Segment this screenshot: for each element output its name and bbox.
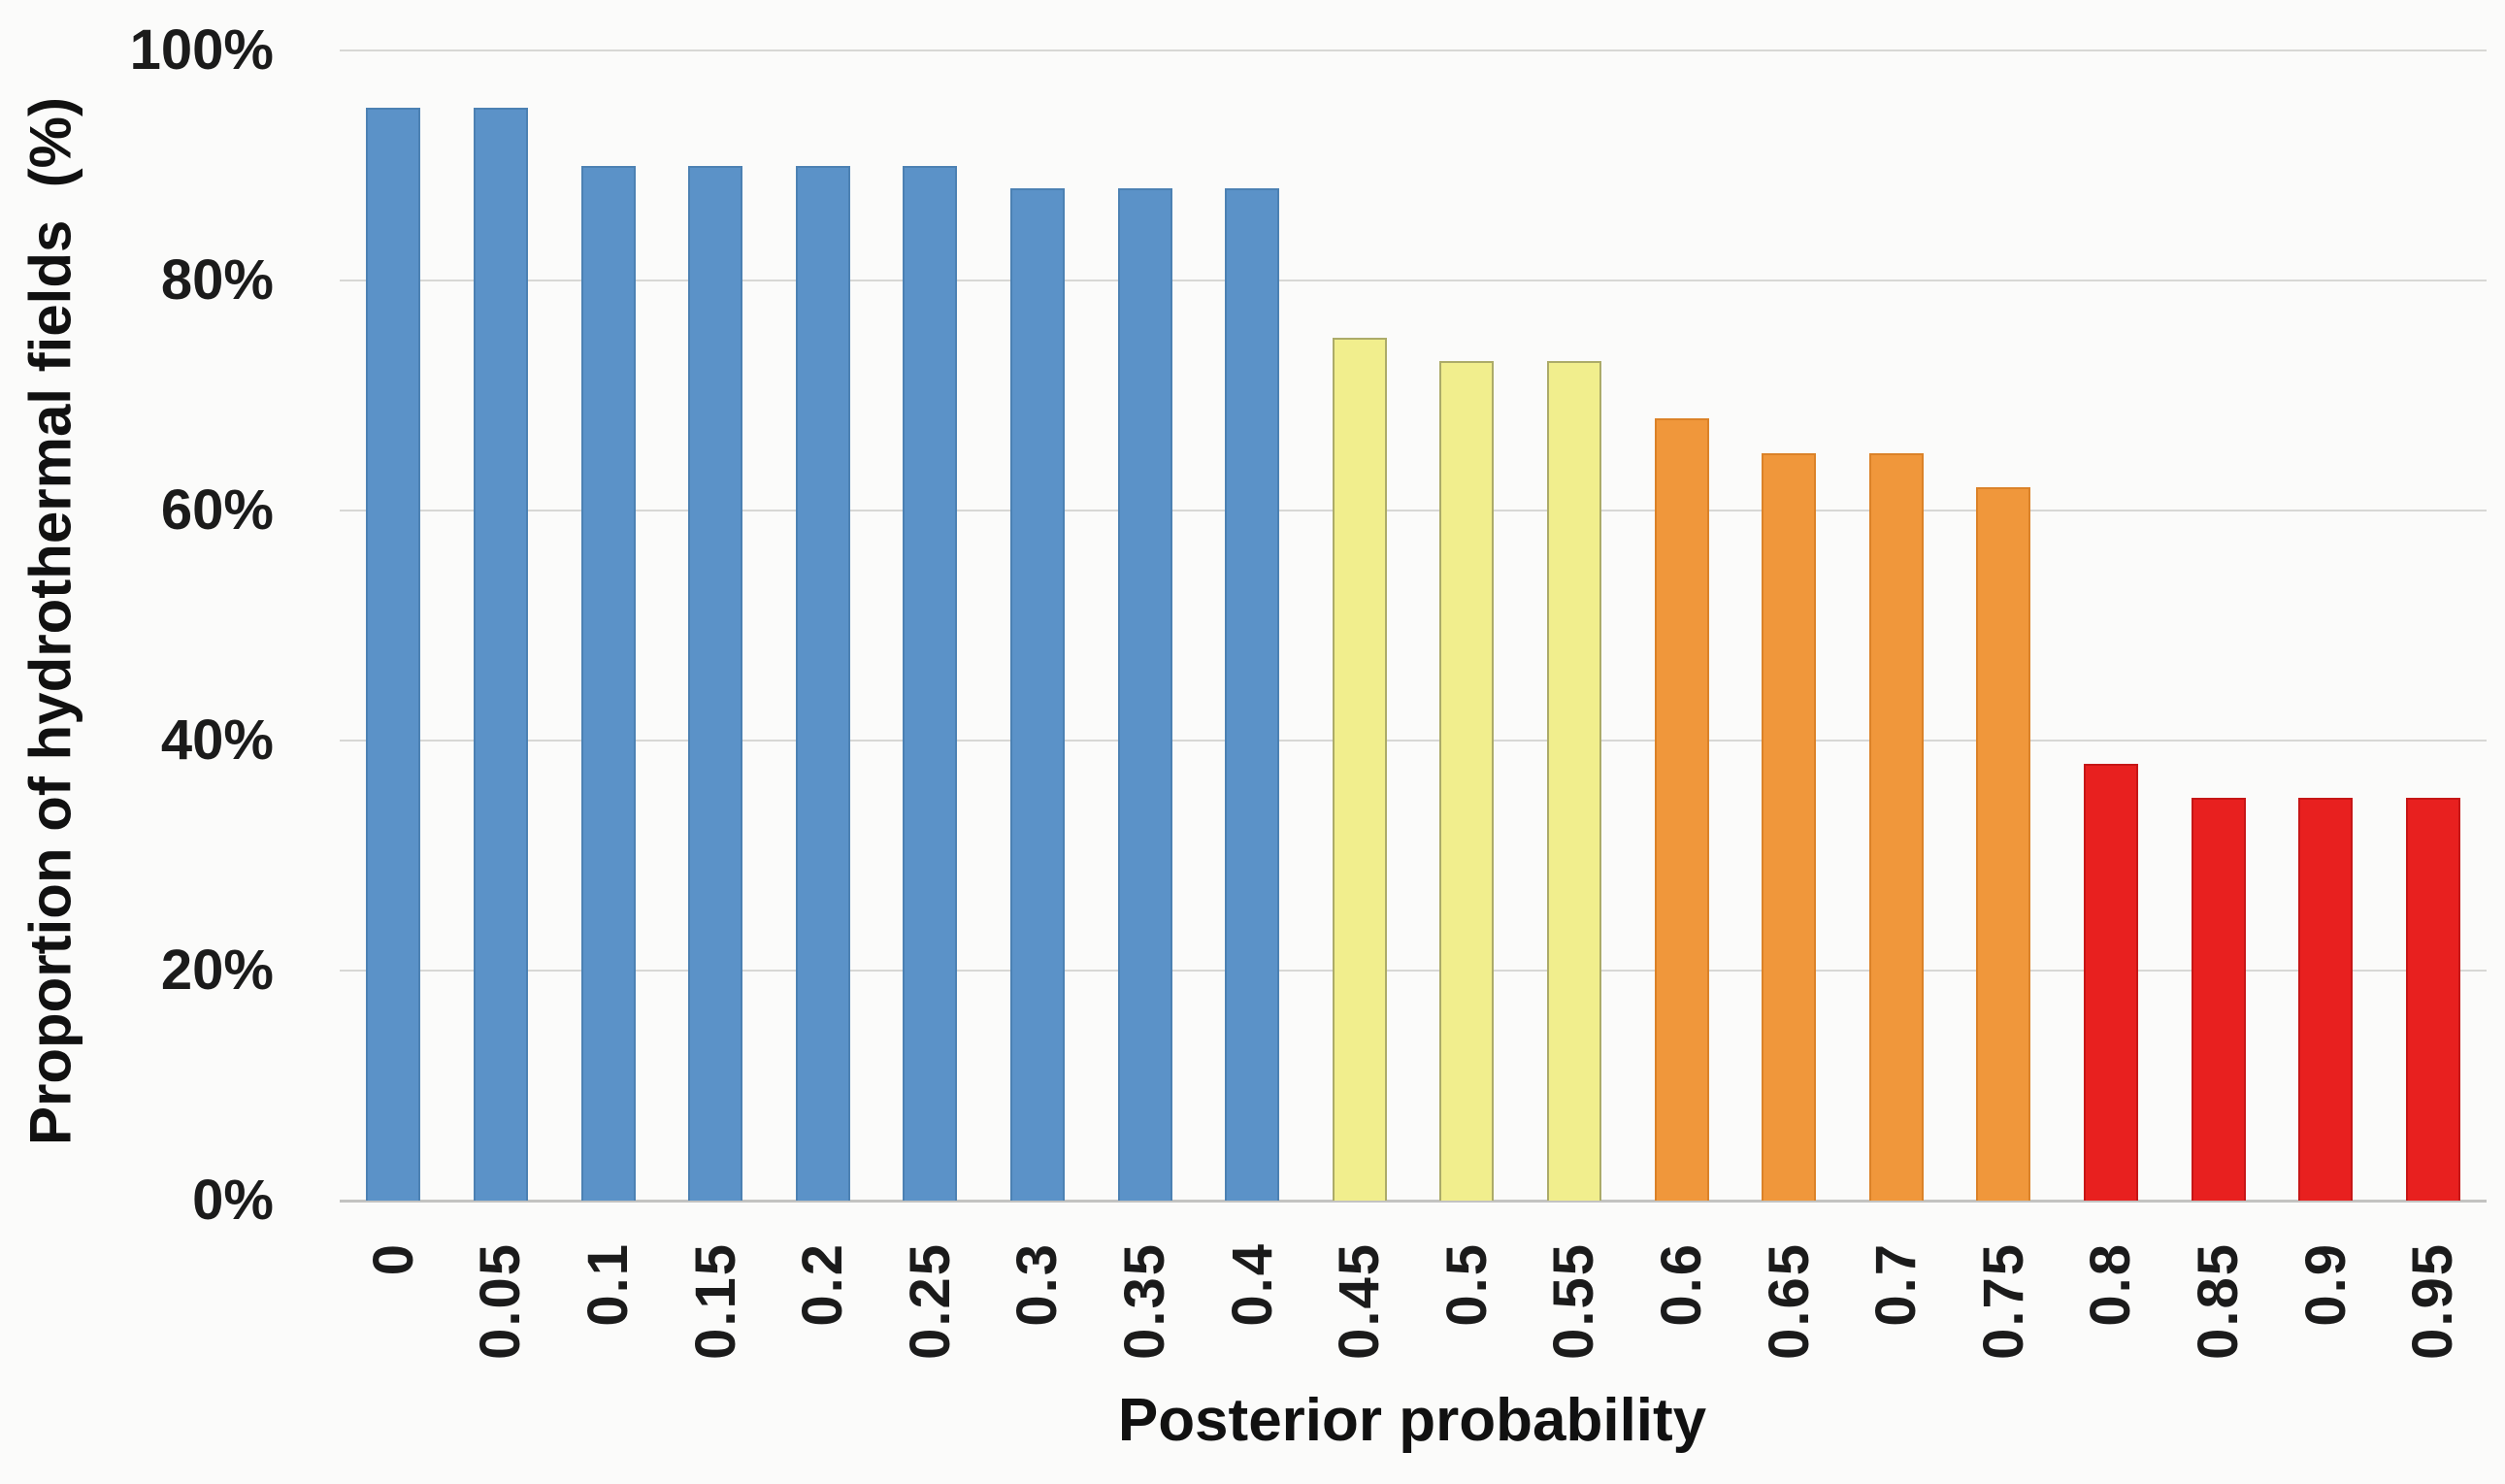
bar-0.05	[473, 108, 528, 1201]
bar-0.9	[2298, 798, 2354, 1201]
y-tick-label-60%: 60%	[160, 478, 274, 542]
bar-0.4	[1225, 188, 1280, 1201]
x-tick-label-0.45: 0.45	[1328, 1242, 1392, 1360]
bar-0.45	[1332, 338, 1387, 1201]
bar-0.3	[1009, 188, 1065, 1201]
gridline-20%	[340, 970, 2487, 972]
x-tick-label-0.3: 0.3	[1005, 1242, 1070, 1327]
x-tick-label-0.35: 0.35	[1113, 1242, 1176, 1360]
y-tick-label-100%: 100%	[129, 18, 274, 82]
x-tick-label-0.85: 0.85	[2187, 1242, 2250, 1360]
x-tick-label-0.75: 0.75	[1971, 1242, 2035, 1360]
bar-0.55	[1546, 360, 1601, 1201]
bar-0.6	[1654, 418, 1709, 1201]
x-tick-label-0.15: 0.15	[683, 1242, 747, 1360]
bar-0.35	[1117, 188, 1172, 1201]
x-tick-label-0.2: 0.2	[791, 1242, 855, 1327]
bar-0.2	[795, 165, 850, 1201]
x-tick-label-0.05: 0.05	[469, 1242, 533, 1360]
gridline-80%	[340, 280, 2487, 281]
x-tick-label-0: 0	[361, 1242, 425, 1276]
x-axis-line	[340, 1200, 2487, 1203]
x-tick-label-0.6: 0.6	[1650, 1242, 1713, 1327]
bar-0.1	[580, 165, 636, 1201]
bar-0.65	[1762, 452, 1817, 1201]
x-tick-label-0.65: 0.65	[1757, 1242, 1821, 1360]
gridline-60%	[340, 510, 2487, 511]
bar-0.85	[2191, 798, 2246, 1201]
bar-0.15	[688, 165, 743, 1201]
bar-0.8	[2083, 763, 2138, 1201]
gridline-100%	[340, 49, 2487, 51]
y-tick-label-0%: 0%	[192, 1169, 274, 1232]
bar-0	[366, 108, 421, 1201]
gridline-40%	[340, 740, 2487, 742]
x-tick-label-0.95: 0.95	[2401, 1242, 2465, 1360]
x-tick-label-0.25: 0.25	[898, 1242, 962, 1360]
plot-area	[340, 49, 2487, 1203]
x-tick-label-0.55: 0.55	[1542, 1242, 1606, 1360]
bar-0.75	[1976, 487, 2031, 1201]
x-tick-label-0.4: 0.4	[1220, 1242, 1284, 1327]
x-tick-label-0.1: 0.1	[577, 1242, 640, 1327]
bar-0.5	[1439, 360, 1495, 1201]
bar-0.95	[2405, 798, 2460, 1201]
y-tick-label-20%: 20%	[160, 939, 274, 1002]
y-tick-label-80%: 80%	[160, 248, 274, 312]
x-tick-label-0.5: 0.5	[1434, 1242, 1499, 1327]
bar-0.7	[1868, 452, 1924, 1201]
x-tick-label-0.7: 0.7	[1864, 1242, 1928, 1327]
y-tick-label-40%: 40%	[160, 709, 274, 772]
x-tick-label-0.8: 0.8	[2079, 1242, 2143, 1327]
x-tick-label-0.9: 0.9	[2293, 1242, 2357, 1327]
bar-0.25	[903, 165, 958, 1201]
x-axis-title: Posterior probability	[1117, 1387, 1707, 1454]
